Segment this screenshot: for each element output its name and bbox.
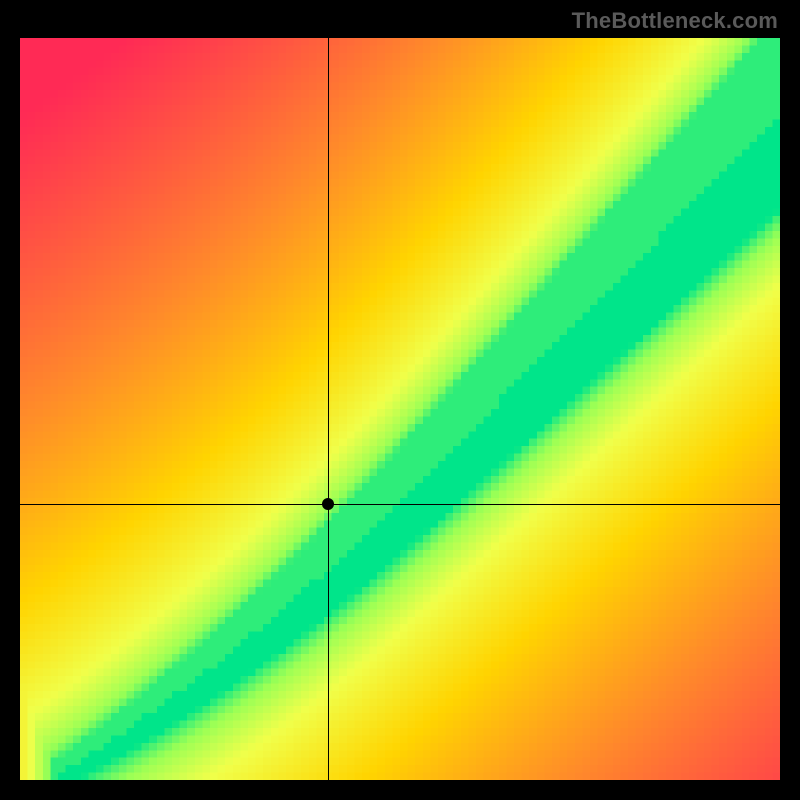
heatmap-canvas: [20, 38, 780, 780]
chart-container: TheBottleneck.com: [0, 0, 800, 800]
crosshair-horizontal: [20, 504, 780, 505]
data-point-marker: [322, 498, 334, 510]
watermark-text: TheBottleneck.com: [572, 8, 778, 34]
crosshair-vertical: [328, 38, 329, 780]
heatmap-area: [20, 38, 780, 780]
